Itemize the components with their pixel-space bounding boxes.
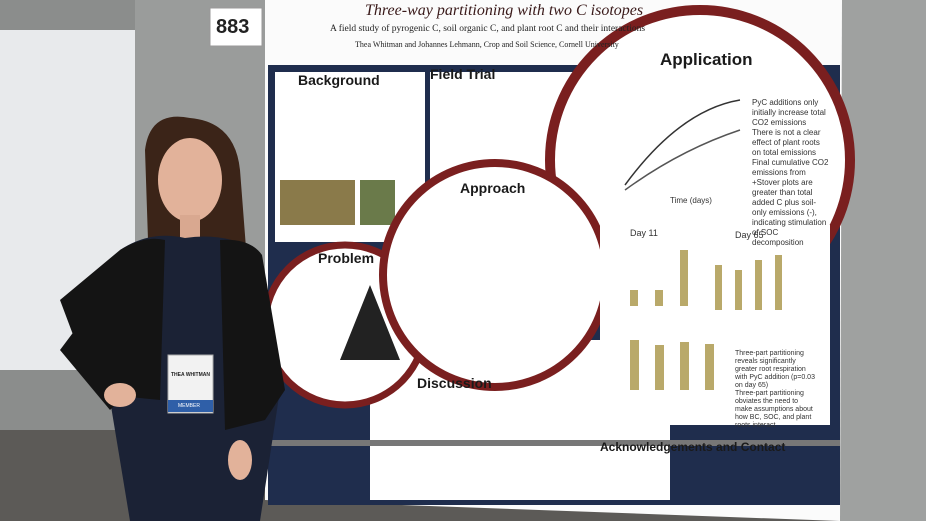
number-sign [209, 7, 263, 47]
face [158, 138, 222, 222]
poster-title: Three-way partitioning with two C isotop… [365, 2, 644, 19]
badge-type: MEMBER [178, 403, 200, 409]
bar-group [630, 250, 782, 390]
section-heading: Approach [460, 180, 526, 196]
cumulative-curve [624, 99, 741, 186]
section-heading: Field Trial [430, 66, 496, 82]
neck [180, 215, 200, 240]
board-ledge [250, 440, 840, 446]
bullet: Three-part partitioning reveals signific… [735, 350, 815, 389]
poster-subtitle: A field study of pyrogenic C, soil organ… [330, 24, 646, 34]
section-heading: Problem [318, 250, 375, 266]
cardigan-right [220, 239, 285, 430]
right-board [840, 0, 926, 521]
bullet: PyC additions only initially increase to… [752, 98, 826, 127]
section-heading: Application [660, 50, 753, 69]
badge-strip [168, 400, 213, 412]
cardigan-left [60, 238, 165, 400]
triangle-diagram [340, 285, 400, 360]
section-heading: Background [298, 72, 380, 88]
sign-number: 883 [216, 16, 250, 38]
poster-authors: Thea Whitman and Johannes Lehmann, Crop … [355, 40, 619, 49]
section-heading: Acknowledgements and Contact [600, 440, 786, 454]
bullet: There is not a clear effect of plant roo… [752, 128, 821, 157]
chamber-photo [360, 180, 395, 225]
cumulative-curve [624, 129, 741, 191]
bullet: Final cumulative CO2 emissions from +Sto… [752, 158, 829, 247]
badge-name: THEA WHITMAN [171, 372, 210, 378]
bullet: Three-part partitioning obviates the nee… [735, 390, 813, 429]
approach-circle [379, 159, 611, 391]
section-heading: Discussion [417, 375, 492, 391]
chart-label: Day 65 [735, 230, 764, 240]
axis-label: Time (days) [670, 196, 712, 205]
results-box [600, 225, 830, 425]
chart-label: Day 11 [630, 228, 658, 238]
hand [104, 383, 136, 407]
hand [228, 440, 252, 480]
field-photo [280, 180, 355, 225]
